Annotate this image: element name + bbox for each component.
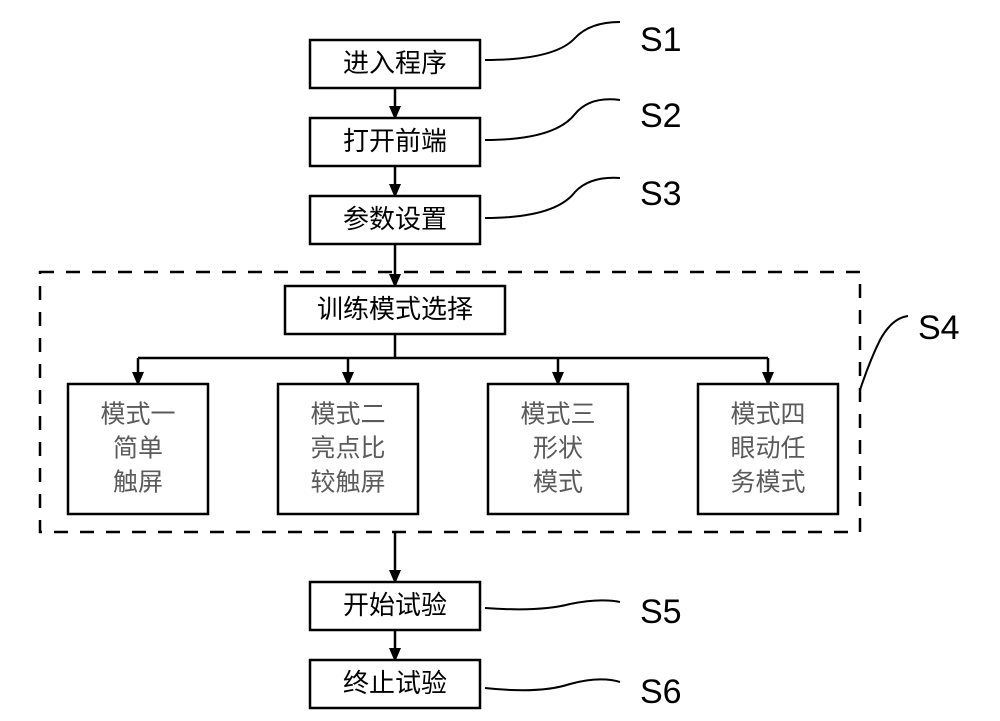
node-m3-line-2: 模式 <box>533 469 583 497</box>
node-m4-line-2: 务模式 <box>730 469 805 497</box>
node-m2-line-1: 亮点比 <box>310 435 385 463</box>
flowchart-canvas: 进入程序打开前端参数设置训练模式选择模式一简单触屏模式二亮点比较触屏模式三形状模… <box>0 0 1000 721</box>
node-s3: 参数设置 <box>310 196 480 244</box>
callout-leader-S5 <box>485 600 620 609</box>
node-m4-line-0: 模式四 <box>730 401 805 429</box>
node-s6: 终止试验 <box>310 660 480 708</box>
node-m4-line-1: 眼动任 <box>730 435 805 463</box>
node-sel-label: 训练模式选择 <box>317 295 473 324</box>
node-m3: 模式三形状模式 <box>488 384 628 514</box>
node-s2: 打开前端 <box>310 118 480 166</box>
node-m2-line-0: 模式二 <box>310 401 385 429</box>
node-s1: 进入程序 <box>310 40 480 88</box>
callout-leader-S2 <box>485 99 620 140</box>
node-s5-label: 开始试验 <box>343 591 447 620</box>
node-m1: 模式一简单触屏 <box>68 384 208 514</box>
callout-label-S3: S3 <box>640 175 682 213</box>
callout-label-S4: S4 <box>918 309 960 347</box>
node-s1-label: 进入程序 <box>343 49 447 78</box>
node-s3-label: 参数设置 <box>343 205 447 234</box>
node-m3-line-0: 模式三 <box>520 401 595 429</box>
node-m2: 模式二亮点比较触屏 <box>278 384 418 514</box>
node-m3-line-1: 形状 <box>533 435 583 463</box>
node-s2-label: 打开前端 <box>343 127 447 156</box>
callout-leader-S1 <box>485 22 620 60</box>
node-m2-line-2: 较触屏 <box>310 469 385 497</box>
node-m1-line-2: 触屏 <box>113 469 163 497</box>
node-m4: 模式四眼动任务模式 <box>698 384 838 514</box>
callout-leader-S3 <box>485 178 620 218</box>
node-m1-line-0: 模式一 <box>100 401 175 429</box>
callout-label-S5: S5 <box>640 593 682 631</box>
node-sel: 训练模式选择 <box>285 286 505 334</box>
node-s6-label: 终止试验 <box>343 669 447 698</box>
node-s5: 开始试验 <box>310 582 480 630</box>
callout-label-S6: S6 <box>640 673 682 711</box>
node-m1-line-1: 简单 <box>113 435 163 463</box>
callout-label-S2: S2 <box>640 97 682 135</box>
callout-leader-S6 <box>485 679 620 690</box>
callout-leader-S4 <box>860 316 908 390</box>
callout-label-S1: S1 <box>640 21 682 59</box>
